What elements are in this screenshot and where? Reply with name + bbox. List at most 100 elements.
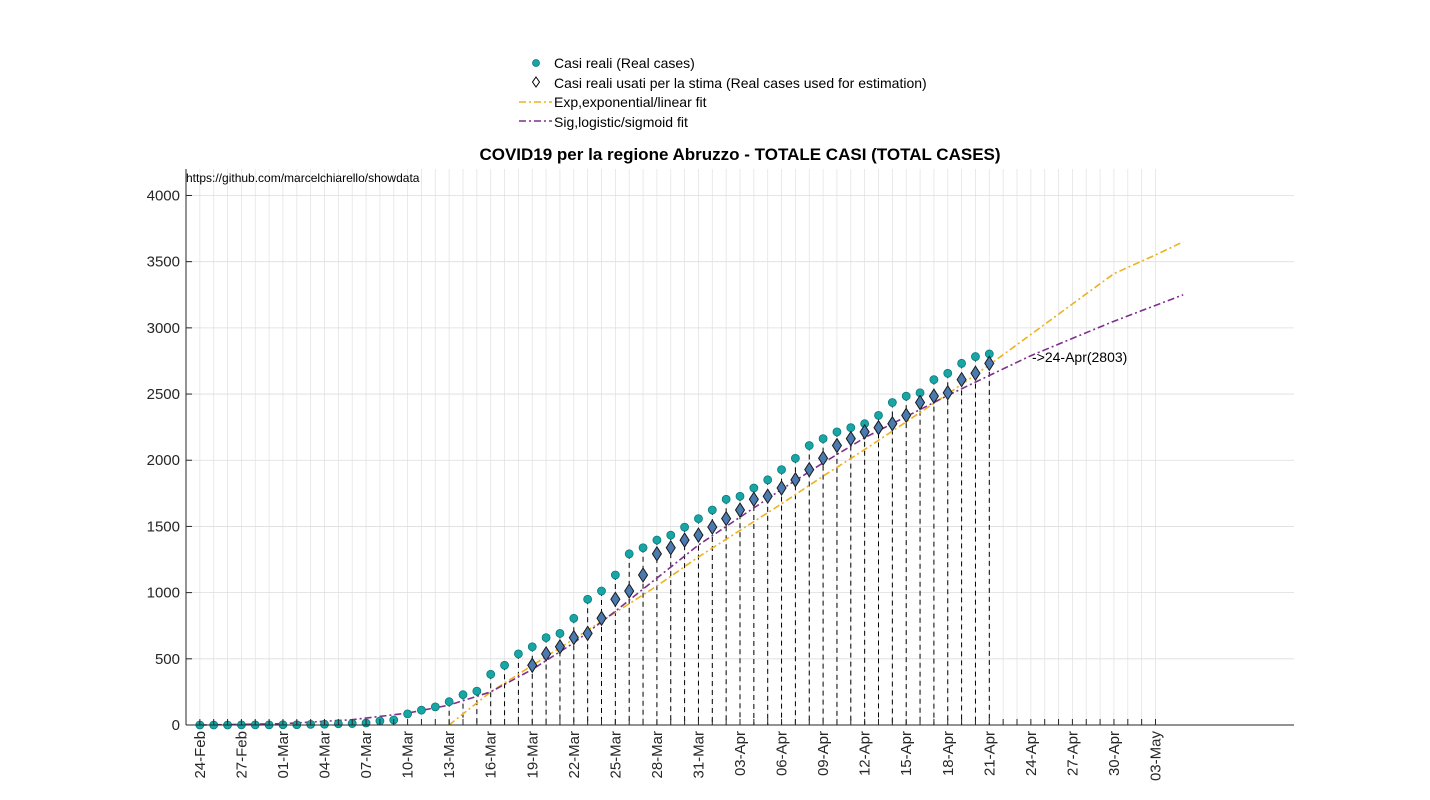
x-tick-label: 27-Feb	[233, 731, 250, 779]
estimation-point	[859, 423, 870, 440]
real-case-point	[430, 702, 440, 712]
x-tick-label: 19-Mar	[524, 731, 541, 779]
estimation-point	[928, 388, 939, 405]
x-tick-label: 07-Mar	[358, 731, 375, 779]
real-case-point	[874, 410, 883, 420]
estimation-point	[596, 610, 607, 627]
y-tick-label: 3000	[147, 320, 180, 337]
real-case-point	[818, 434, 828, 444]
x-tick-label: 21-Apr	[981, 731, 998, 776]
legend-label-exp: Exp,exponential/linear fit	[554, 94, 707, 110]
estimation-point	[541, 645, 552, 662]
estimation-point	[707, 519, 718, 536]
real-case-point	[832, 427, 842, 437]
real-case-point	[638, 543, 648, 553]
axis-layer: 0 500 1000 1500 2000 2500 3000 3500 4000 24-Feb 27…	[147, 169, 1294, 781]
legend-marker-estimation	[531, 76, 541, 88]
x-tick-label: 24-Apr	[1023, 731, 1040, 776]
y-tick-label: 1500	[147, 518, 180, 535]
y-tick-label: 2500	[147, 386, 180, 403]
x-tick-label: 03-May	[1148, 731, 1165, 782]
x-tick-label: 31-Mar	[690, 731, 707, 779]
real-case-point	[597, 586, 606, 596]
estimation-point	[527, 657, 538, 674]
y-tick-label: 500	[155, 651, 180, 668]
legend-label-estimation: Casi reali usati per la stima (Real case…	[554, 75, 927, 91]
x-tick-label: 25-Mar	[607, 731, 624, 779]
real-case-point	[472, 686, 482, 696]
real-case-point	[804, 441, 814, 450]
estimation-point	[679, 532, 690, 548]
last-point-annotation: ->24-Apr(2803)	[1032, 349, 1127, 365]
estimation-point	[956, 371, 967, 388]
estimation-point	[748, 491, 759, 508]
estimation-point	[804, 461, 815, 478]
legend: Casi reali (Real cases) Casi reali usati…	[519, 55, 927, 130]
real-case-point	[666, 530, 676, 540]
y-tick-label: 0	[172, 717, 180, 734]
estimation-point	[790, 471, 801, 488]
real-case-point	[929, 375, 939, 385]
estimation-point	[610, 591, 621, 608]
estimation-point	[970, 365, 981, 382]
estimation-point	[776, 480, 787, 496]
x-tick-label: 09-Apr	[815, 731, 832, 776]
real-case-point	[694, 514, 703, 524]
real-case-point	[458, 690, 468, 700]
x-tick-label: 15-Apr	[898, 731, 915, 776]
real-case-point	[957, 358, 966, 368]
y-tick-label: 4000	[147, 187, 180, 204]
real-case-point	[541, 633, 551, 643]
estimation-point	[624, 583, 635, 599]
x-tick-label: 27-Apr	[1064, 731, 1081, 776]
x-tick-label: 01-Mar	[275, 731, 292, 779]
estimation-point	[818, 450, 829, 467]
grid-layer	[186, 169, 1294, 726]
estimation-point	[568, 629, 579, 646]
x-tick-label: 22-Mar	[566, 731, 583, 779]
real-case-point	[763, 475, 773, 485]
real-case-point	[777, 465, 786, 475]
real-case-point	[901, 391, 911, 401]
real-case-point	[555, 628, 565, 638]
real-case-point	[417, 705, 426, 715]
drop-lines-layer	[448, 353, 990, 725]
estimation-point	[873, 419, 884, 436]
x-tick-label: 13-Mar	[441, 731, 458, 779]
real-case-point	[791, 453, 800, 463]
real-case-point	[500, 660, 509, 670]
x-tick-label: 24-Feb	[192, 731, 209, 779]
real-case-point	[652, 535, 662, 545]
real-case-point	[583, 594, 593, 604]
real-case-point	[527, 642, 537, 652]
real-case-point	[610, 570, 620, 580]
real-case-point	[486, 669, 496, 679]
estimation-point	[984, 355, 995, 372]
x-tick-label: 30-Apr	[1106, 731, 1123, 776]
estimation-point	[831, 437, 843, 454]
x-tick-label: 18-Apr	[940, 731, 957, 776]
estimation-point	[637, 567, 649, 583]
estimation-point	[734, 502, 746, 518]
x-tick-label: 28-Mar	[649, 731, 666, 779]
estimation-point	[651, 545, 662, 562]
real-case-point	[721, 494, 731, 504]
estimation-point	[721, 510, 732, 527]
x-tick-label: 03-Apr	[732, 731, 749, 776]
real-case-point	[403, 709, 413, 719]
estimation-point	[887, 415, 898, 432]
estimation-point	[914, 394, 926, 411]
estimation-point	[582, 625, 593, 642]
x-tick-label: 04-Mar	[317, 731, 334, 779]
legend-label-real: Casi reali (Real cases)	[554, 55, 695, 71]
real-case-point	[680, 522, 689, 532]
estimation-point	[665, 539, 676, 556]
estimation-point	[554, 638, 566, 655]
real-case-point	[971, 352, 980, 361]
chart-title: COVID19 per la regione Abruzzo - TOTALE …	[479, 145, 1000, 164]
real-case-point	[569, 613, 579, 623]
estimation-point	[942, 384, 953, 401]
real-case-point	[624, 549, 634, 559]
real-case-point	[707, 505, 717, 515]
real-case-point	[846, 423, 856, 433]
